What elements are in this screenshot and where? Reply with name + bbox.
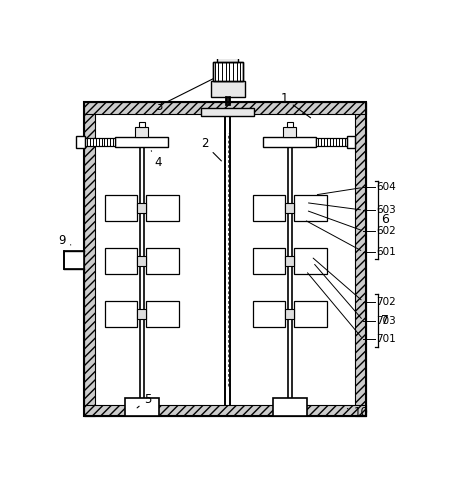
Bar <box>287 122 293 127</box>
Text: 9: 9 <box>58 234 71 247</box>
Text: 703: 703 <box>376 316 396 326</box>
Bar <box>64 250 84 269</box>
Bar <box>125 398 159 416</box>
Bar <box>285 309 294 319</box>
Bar <box>273 398 307 416</box>
Bar <box>294 248 327 274</box>
Bar <box>85 138 115 146</box>
Bar <box>213 62 243 81</box>
Bar <box>136 127 148 137</box>
Bar <box>105 195 137 221</box>
Text: 10: 10 <box>348 406 368 419</box>
Bar <box>211 81 245 97</box>
Text: 601: 601 <box>376 247 396 257</box>
Text: 1: 1 <box>281 92 311 118</box>
Bar <box>94 103 355 405</box>
Bar <box>294 301 327 327</box>
Bar <box>146 301 179 327</box>
Bar <box>115 137 169 147</box>
Bar <box>84 103 366 114</box>
Bar <box>84 103 94 416</box>
Text: 5: 5 <box>137 393 152 408</box>
Bar <box>316 138 347 146</box>
Bar <box>201 108 254 116</box>
Bar <box>285 203 294 213</box>
Bar <box>263 137 316 147</box>
Text: 6: 6 <box>381 214 389 226</box>
Bar <box>105 301 137 327</box>
Bar <box>347 136 355 148</box>
Bar <box>137 309 146 319</box>
Text: 702: 702 <box>376 297 396 307</box>
Text: 701: 701 <box>376 334 396 345</box>
Text: 7: 7 <box>381 314 389 327</box>
Bar <box>85 138 115 146</box>
Bar <box>294 195 327 221</box>
Text: 602: 602 <box>376 226 396 236</box>
Bar <box>139 122 145 127</box>
Text: 2: 2 <box>201 137 221 161</box>
Bar <box>253 195 285 221</box>
Bar <box>253 301 285 327</box>
Bar <box>284 127 296 137</box>
Bar <box>253 248 285 274</box>
Text: 603: 603 <box>376 205 396 215</box>
Bar <box>316 138 347 146</box>
Bar <box>355 103 366 416</box>
Bar <box>285 256 294 266</box>
Bar <box>105 248 137 274</box>
Bar <box>217 57 238 62</box>
Bar <box>84 103 366 416</box>
Bar <box>137 256 146 266</box>
Bar <box>84 405 366 416</box>
Bar <box>213 62 243 81</box>
Text: 3: 3 <box>155 77 216 112</box>
Bar <box>146 248 179 274</box>
Text: 604: 604 <box>376 183 396 192</box>
Bar <box>146 195 179 221</box>
Bar <box>76 136 85 148</box>
Text: 4: 4 <box>151 151 162 169</box>
Bar <box>137 203 146 213</box>
